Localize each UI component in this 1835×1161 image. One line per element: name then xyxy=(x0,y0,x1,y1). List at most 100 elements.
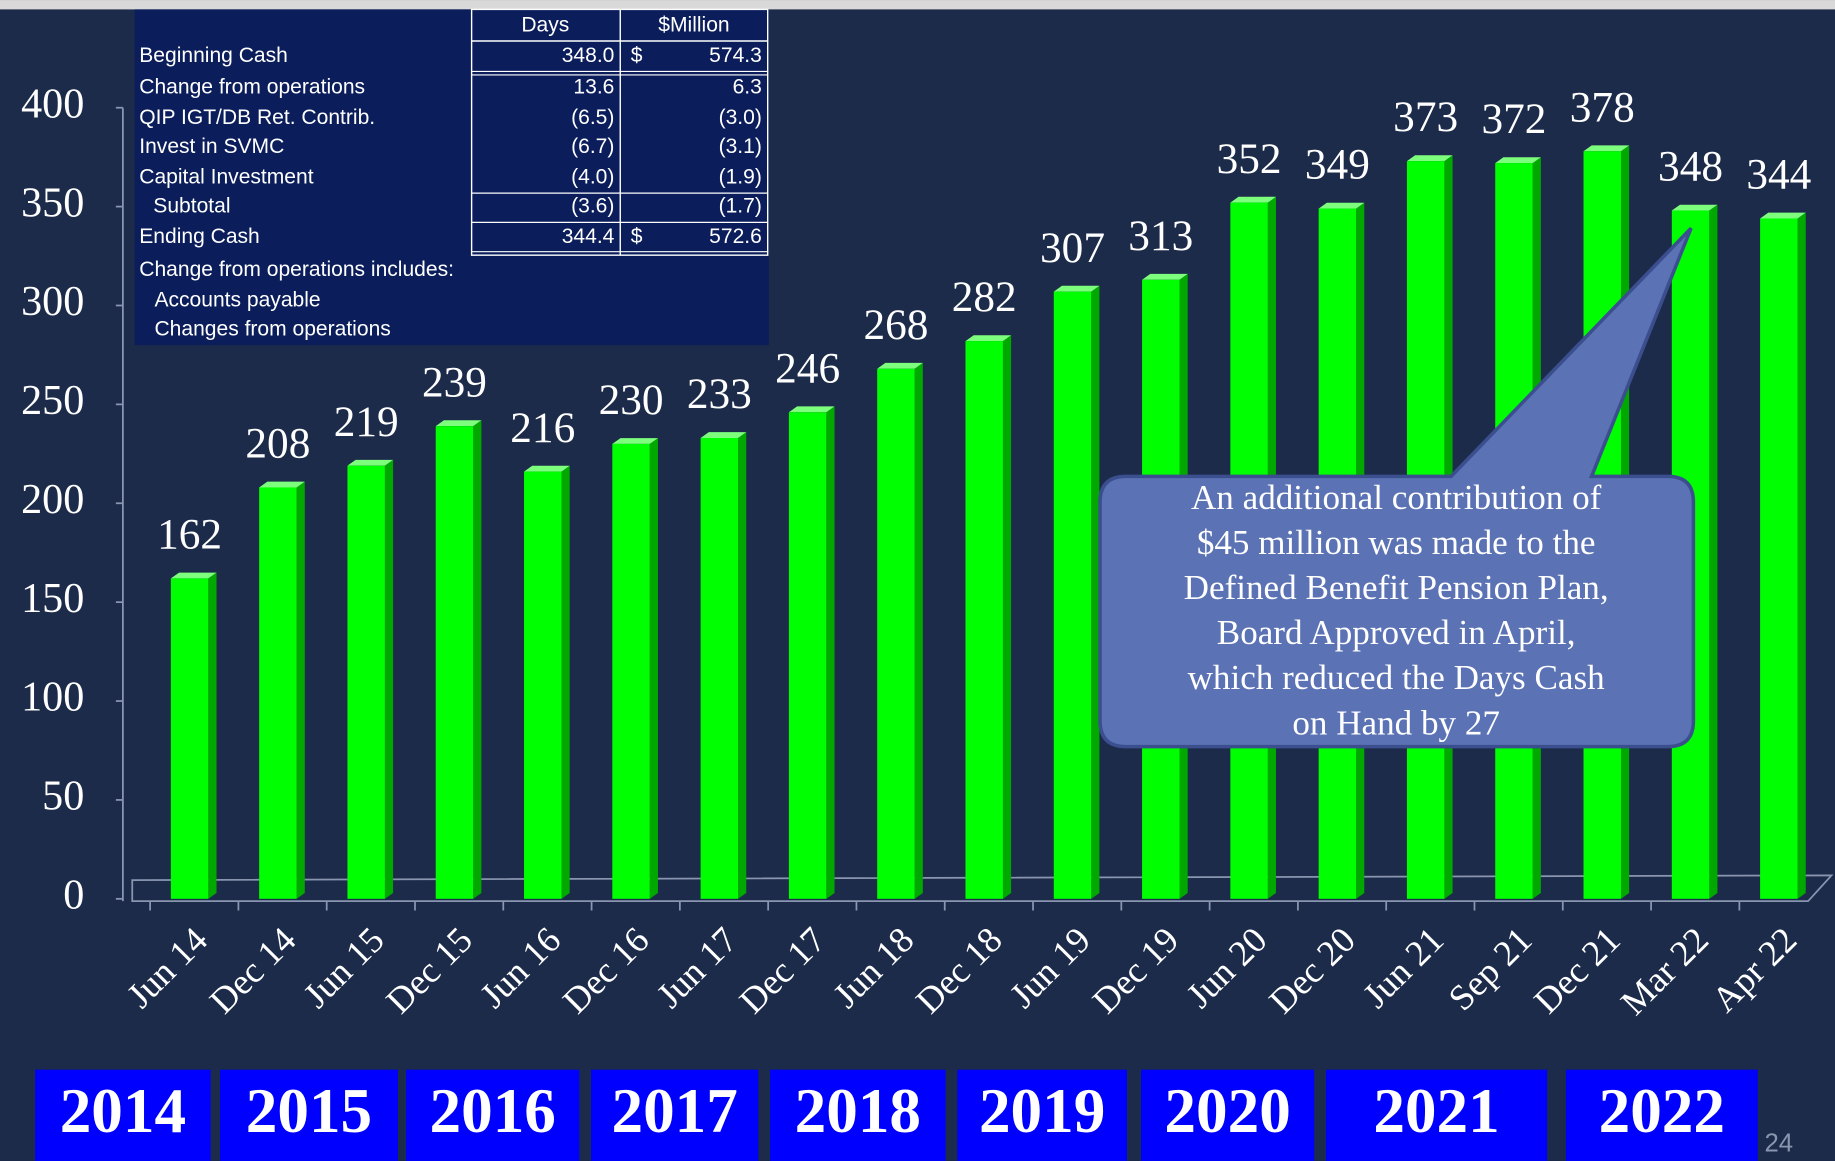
table-header: Days xyxy=(521,13,569,36)
table-note: Accounts payable xyxy=(154,288,320,311)
table-row-label: Ending Cash xyxy=(139,225,260,248)
bar xyxy=(259,487,297,899)
bar-top xyxy=(524,465,570,472)
year-label: 2021 xyxy=(1373,1076,1499,1146)
table-row-label: Change from operations xyxy=(139,75,365,98)
callout: An additional contribution of $45 million… xyxy=(1098,227,1696,749)
table-cell: 572.6 xyxy=(709,225,762,248)
table-cell: (3.0) xyxy=(719,106,762,129)
value-label: 349 xyxy=(1305,141,1370,189)
bar-side xyxy=(384,459,394,899)
bar-top xyxy=(1406,155,1453,162)
bar xyxy=(612,443,650,899)
table-cell: (6.7) xyxy=(571,135,614,158)
table-cell: 6.3 xyxy=(733,75,762,98)
table-note: Change from operations includes: xyxy=(139,258,454,281)
table-row-label: Capital Investment xyxy=(139,165,313,188)
table-background xyxy=(134,9,769,346)
value-label: 372 xyxy=(1481,95,1546,143)
callout-text: An additional contribution of xyxy=(1191,478,1602,517)
year-label: 2019 xyxy=(979,1076,1105,1146)
top-strip xyxy=(0,0,1835,10)
value-label: 246 xyxy=(775,344,840,392)
table-cell: 348.0 xyxy=(562,44,615,67)
table-row-label: Beginning Cash xyxy=(139,44,288,67)
bar-side xyxy=(1709,204,1718,899)
year-box xyxy=(1141,1069,1315,1161)
value-label: 233 xyxy=(687,370,752,418)
year-box xyxy=(1325,1069,1548,1161)
year-box xyxy=(1565,1069,1758,1161)
y-tick-label: 300 xyxy=(21,278,84,325)
callout-text: $45 million was made to the xyxy=(1197,523,1596,562)
bar xyxy=(170,578,209,899)
value-label: 208 xyxy=(245,420,310,468)
bar-side xyxy=(826,406,835,899)
bar-side xyxy=(1002,335,1012,899)
bar-side xyxy=(738,432,747,899)
value-label: 378 xyxy=(1570,83,1635,131)
bar-side xyxy=(914,362,923,899)
table-cell: (3.1) xyxy=(719,135,762,158)
bar-top xyxy=(1583,145,1630,152)
year-label: 2015 xyxy=(246,1076,372,1146)
y-tick-label: 150 xyxy=(21,575,84,622)
y-tick-label: 400 xyxy=(21,80,84,127)
year-label: 2017 xyxy=(611,1076,737,1146)
table-note: Changes from operations xyxy=(154,318,390,341)
callout-shape xyxy=(1098,227,1696,749)
value-label: 230 xyxy=(599,376,664,424)
bar-top xyxy=(1671,204,1718,211)
y-tick-label: 100 xyxy=(21,674,84,721)
y-tick-label: 250 xyxy=(21,377,84,424)
bar-top xyxy=(170,572,217,579)
value-label: 282 xyxy=(952,273,1017,321)
value-label: 344 xyxy=(1746,151,1811,199)
bar xyxy=(965,341,1003,899)
value-label: 307 xyxy=(1040,224,1105,272)
value-label: 216 xyxy=(510,404,575,452)
table-cell: (6.5) xyxy=(571,106,614,129)
bar xyxy=(347,465,385,899)
value-label: 313 xyxy=(1128,212,1193,260)
bar-top xyxy=(965,335,1012,342)
value-label: 239 xyxy=(422,358,487,406)
bar xyxy=(877,368,915,899)
y-tick-label: 350 xyxy=(21,179,84,226)
year-label: 2016 xyxy=(430,1076,556,1146)
bar-side xyxy=(1797,212,1806,899)
callout-text: which reduced the Days Cash xyxy=(1188,658,1606,697)
bar-top xyxy=(1230,196,1276,203)
bar-side xyxy=(649,438,658,899)
bar-side xyxy=(1091,285,1100,899)
bar-top xyxy=(1318,202,1365,209)
table-row-label: Subtotal xyxy=(153,195,230,218)
callout-text: Board Approved in April, xyxy=(1217,613,1576,652)
callout-text: on Hand by 27 xyxy=(1292,703,1500,742)
table-cell: 344.4 xyxy=(562,225,615,248)
bar-top xyxy=(1142,273,1188,280)
year-label: 2014 xyxy=(60,1076,186,1146)
bar xyxy=(435,426,474,899)
table-cell: 574.3 xyxy=(709,44,762,67)
bar-top xyxy=(877,362,923,369)
value-label: 268 xyxy=(863,301,928,349)
value-label: 352 xyxy=(1217,135,1282,183)
bar-top xyxy=(1760,212,1806,219)
year-box xyxy=(35,1069,211,1161)
value-label: 162 xyxy=(157,511,222,559)
y-tick-label: 200 xyxy=(21,476,84,523)
year-box xyxy=(590,1069,759,1161)
table-row-label: Invest in SVMC xyxy=(139,135,284,158)
year-box xyxy=(406,1069,580,1161)
bar-side xyxy=(208,572,217,899)
table-cell: (1.9) xyxy=(719,165,762,188)
table-header: $Million xyxy=(658,13,729,36)
year-box xyxy=(770,1069,946,1161)
bar-top xyxy=(1495,157,1541,164)
table-row-label: QIP IGT/DB Ret. Contrib. xyxy=(139,106,375,129)
year-label: 2020 xyxy=(1164,1076,1290,1146)
callout-text: Defined Benefit Pension Plan, xyxy=(1184,568,1609,607)
table-cell: 13.6 xyxy=(573,75,614,98)
